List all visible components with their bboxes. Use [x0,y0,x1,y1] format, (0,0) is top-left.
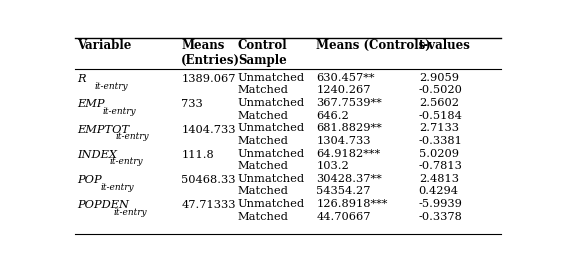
Text: 1304.733: 1304.733 [316,136,371,146]
Text: Variable: Variable [77,39,131,52]
Text: 1240.267: 1240.267 [316,85,371,95]
Text: -0.5020: -0.5020 [419,85,463,95]
Text: it-entry: it-entry [114,208,147,217]
Text: Means
(Entries): Means (Entries) [182,39,241,67]
Text: 44.70667: 44.70667 [316,212,371,222]
Text: Unmatched: Unmatched [238,174,305,184]
Text: Unmatched: Unmatched [238,123,305,133]
Text: t-values: t-values [419,39,470,52]
Text: 0.4294: 0.4294 [419,187,459,196]
Text: Matched: Matched [238,85,289,95]
Text: -5.9939: -5.9939 [419,199,463,209]
Text: 733: 733 [182,99,203,109]
Text: 30428.37**: 30428.37** [316,174,382,184]
Text: Unmatched: Unmatched [238,148,305,158]
Text: it-entry: it-entry [94,82,128,91]
Text: Matched: Matched [238,136,289,146]
Text: 111.8: 111.8 [182,150,214,160]
Text: 1389.067: 1389.067 [182,74,236,84]
Text: 2.7133: 2.7133 [419,123,459,133]
Text: Matched: Matched [238,161,289,171]
Text: 681.8829**: 681.8829** [316,123,382,133]
Text: -0.7813: -0.7813 [419,161,463,171]
Text: Unmatched: Unmatched [238,199,305,209]
Text: INDEX: INDEX [77,150,117,160]
Text: it-entry: it-entry [116,132,149,141]
Text: 646.2: 646.2 [316,111,349,121]
Text: Matched: Matched [238,187,289,196]
Text: it-entry: it-entry [110,157,143,166]
Text: it-entry: it-entry [101,183,134,192]
Text: POPDEN: POPDEN [77,200,129,210]
Text: 126.8918***: 126.8918*** [316,199,388,209]
Text: 630.457**: 630.457** [316,73,375,83]
Text: Control
Sample: Control Sample [238,39,288,67]
Text: Matched: Matched [238,111,289,121]
Text: 2.4813: 2.4813 [419,174,459,184]
Text: POP: POP [77,175,101,185]
Text: 54354.27: 54354.27 [316,187,371,196]
Text: it-entry: it-entry [103,107,137,116]
Text: -0.5184: -0.5184 [419,111,463,121]
Text: R: R [77,74,85,84]
Text: 50468.33: 50468.33 [182,175,236,185]
Text: -0.3378: -0.3378 [419,212,463,222]
Text: 2.9059: 2.9059 [419,73,459,83]
Text: 367.7539**: 367.7539** [316,98,382,108]
Text: -0.3381: -0.3381 [419,136,463,146]
Text: Unmatched: Unmatched [238,98,305,108]
Text: EMPTOT: EMPTOT [77,125,129,135]
Text: 1404.733: 1404.733 [182,125,236,135]
Text: EMP: EMP [77,99,105,109]
Text: 5.0209: 5.0209 [419,148,459,158]
Text: 47.71333: 47.71333 [182,200,236,210]
Text: 2.5602: 2.5602 [419,98,459,108]
Text: Unmatched: Unmatched [238,73,305,83]
Text: Means (Controls): Means (Controls) [316,39,431,52]
Text: 103.2: 103.2 [316,161,349,171]
Text: Matched: Matched [238,212,289,222]
Text: 64.9182***: 64.9182*** [316,148,380,158]
